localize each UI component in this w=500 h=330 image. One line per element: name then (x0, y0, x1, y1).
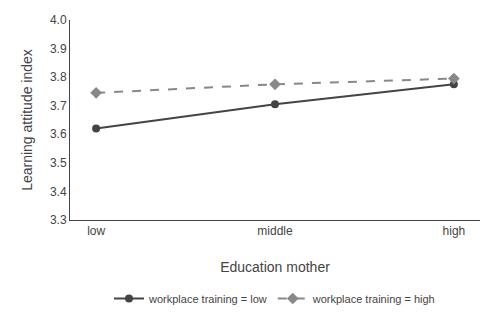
svg-text:low: low (87, 224, 105, 238)
svg-text:middle: middle (257, 224, 293, 238)
svg-text:3.4: 3.4 (50, 185, 67, 199)
svg-text:Learning attitude index: Learning attitude index (19, 49, 35, 191)
svg-text:3.6: 3.6 (50, 127, 67, 141)
svg-text:high: high (443, 224, 466, 238)
svg-text:3.8: 3.8 (50, 70, 67, 84)
svg-text:3.9: 3.9 (50, 42, 67, 56)
svg-text:workplace training = high: workplace training = high (312, 293, 435, 305)
svg-text:3.5: 3.5 (50, 156, 67, 170)
svg-text:3.3: 3.3 (50, 213, 67, 227)
svg-text:workplace training = low: workplace training = low (148, 293, 267, 305)
svg-text:Education mother: Education mother (220, 259, 330, 275)
svg-text:4.0: 4.0 (50, 13, 67, 27)
svg-text:3.7: 3.7 (50, 99, 67, 113)
